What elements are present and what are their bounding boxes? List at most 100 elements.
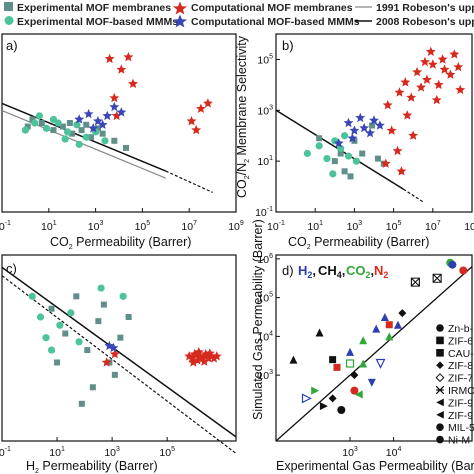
exp-mof-membranes-point [99,130,106,137]
exp-mof-membranes-point [83,121,90,128]
comp-mof-membranes-point [431,94,442,105]
point-h2 [380,313,389,321]
exp-mof-membranes-point [38,120,45,126]
exp-mof-membranes-point [48,305,55,312]
point-ch4 [328,394,337,403]
comp-mof-membranes-point [116,64,127,74]
exp-mof-mmms-point [329,170,337,178]
comp-mof-mmms-point [355,112,366,123]
exp-mof-membranes-point [316,135,323,142]
x-tick-label: 101 [49,446,65,459]
comp-mof-membranes-point [382,100,393,110]
comp-mof-membranes-point [396,166,407,176]
panel-d-frame [275,254,473,442]
exp-mof-mmms-point [49,115,58,124]
comp-mof-membranes-point [422,74,432,84]
material-marker [436,361,444,369]
comp-mof-mmms-point [369,115,379,125]
comp-mof-membranes-point [189,349,200,359]
exp-mof-mmms-point [42,124,51,132]
comp-mof-mmms-point [349,125,360,135]
exp-mof-membranes-point [123,144,130,151]
exp-mof-mmms-point [341,132,349,140]
exp-mof-membranes-point [331,158,338,165]
material-label: Ni-M [448,435,470,447]
robeson-2008-line [1,266,237,438]
material-label: ZIF-9 [448,410,473,422]
comp-mof-mmms-point [102,110,113,121]
legend-comp-mof-membranes-marker [173,1,187,15]
panel-c: c) 10-1 101 103 105 H2 Permeability (Barrer… [0,254,237,474]
comp-mof-membranes-point [416,82,426,92]
material-marker [436,398,444,407]
point-h2 [367,378,376,387]
comp-mof-membranes-point [455,84,466,95]
comp-mof-membranes-point [191,124,202,135]
x-tick-label: 105 [135,220,151,233]
exp-mof-membranes-point [29,116,36,123]
exp-mof-mmms-point [75,338,83,346]
panel-d-ylabel: Simulated Gas Permeability (Barrer) [251,219,265,420]
exp-mof-membranes-point [337,150,344,157]
point-h2 [301,393,312,404]
material-marker [435,385,445,395]
robeson-1991-line [1,109,167,179]
x-tick-label: 101 [307,220,323,233]
exp-mof-membranes-point [341,168,348,175]
x-tick-label: 105 [159,446,175,459]
material-marker [436,435,444,444]
comp-mof-membranes-point [380,158,391,168]
comp-mof-membranes-point [437,54,448,64]
gas-label-h2: H2, [298,263,316,280]
x-tick-label: 103 [104,446,120,459]
comp-mof-mmms-point [347,133,358,143]
point-co2 [311,386,320,395]
material-label: ZIF-6 [448,335,473,347]
point-n2 [333,363,341,371]
exp-mof-membranes-point [84,347,91,354]
comp-mof-membranes-point [104,53,115,64]
point-co2 [345,359,355,368]
panel-d-xlabel: Experimental Gas Permeability (Barrer) [276,459,474,473]
comp-mof-membranes-point [109,92,120,103]
comp-mof-membranes-point [425,46,436,56]
point-ch4 [315,328,324,337]
comp-mof-membranes-point [111,110,122,121]
exp-mof-membranes-point [89,384,96,391]
exp-mof-membranes-point [117,334,124,341]
exp-mof-mmms-point [82,133,90,141]
exp-mof-mmms-point [75,140,83,148]
comp-mof-membranes-point [109,349,120,359]
material-label: ZIF-9 [448,397,473,409]
x-tick-label: 103 [347,220,363,233]
exp-mof-membranes-point [369,122,376,129]
comp-mof-membranes-point [386,125,397,135]
comp-mof-mmms-point [333,138,344,148]
comp-mof-mmms-point [109,101,120,112]
exp-mof-mmms-point [56,321,64,329]
comp-mof-membranes-point [199,356,210,366]
x-tick-label: 10-1 [267,220,285,233]
legend-robeson-2008-label: 2008 Robeson's upper [376,16,474,28]
comp-mof-membranes-point [402,110,413,120]
exp-mof-mmms-point [119,292,127,300]
comp-mof-membranes-point [123,51,134,62]
point-ch4 [289,355,298,364]
point-co2 [385,332,394,341]
comp-mof-membranes-point [408,130,419,140]
exp-mof-mmms-point [101,137,109,145]
point-co2 [354,390,363,399]
comp-mof-mmms-point [97,119,108,129]
comp-mof-membranes-point [186,116,197,126]
exp-mof-membranes-point [347,173,354,180]
panel-c-frame [1,254,237,442]
legend-robeson-1991-label: 1991 Robeson's upper [376,2,474,14]
exp-mof-membranes-point [100,301,107,308]
panel-d-gas-legend: d) H2, CH4, CO2, N2 [282,263,388,280]
panel-d-label: d) [282,263,294,278]
legend-comp-mof-membranes-label: Computational MOF membranes [191,2,353,14]
exp-mof-membranes-point [374,155,381,162]
robeson-2008-extrapolated-line [165,170,213,193]
exp-mof-mmms-point [21,126,29,134]
